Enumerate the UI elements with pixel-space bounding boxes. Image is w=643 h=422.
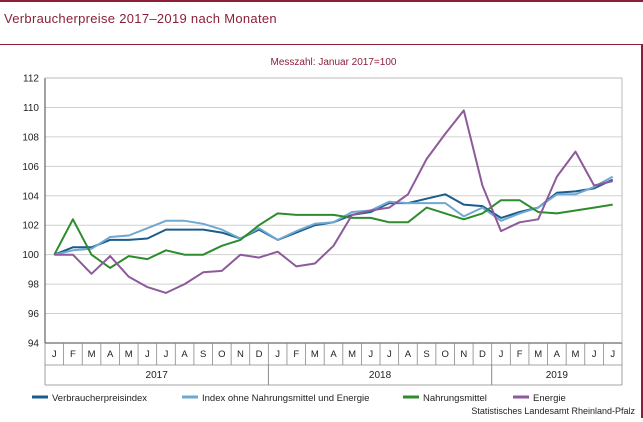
y-tick-label: 94 [28,339,40,350]
x-tick-label: O [441,349,448,360]
series-line-4 [54,109,613,294]
x-tick-label: M [311,349,319,360]
top-border [0,0,643,2]
x-tick-label: A [330,349,337,360]
x-tick-label: J [592,349,597,360]
y-tick-label: 100 [22,250,39,261]
x-tick-label: A [181,349,188,360]
x-tick-label: J [368,349,373,360]
x-tick-label: M [534,349,542,360]
year-label: 2018 [369,370,392,381]
x-tick-label: D [479,349,486,360]
y-tick-label: 104 [22,191,39,202]
x-tick-label: A [107,349,114,360]
source-note: Statistisches Landesamt Rheinland-Pfalz [471,406,635,416]
y-tick-label: 110 [23,103,39,114]
y-tick-label: 108 [22,132,39,143]
x-tick-label: A [405,349,412,360]
series-line-3 [53,199,613,269]
x-tick-label: S [200,349,206,360]
x-tick-label: S [423,349,429,360]
x-tick-label: J [145,349,150,360]
series-line-2 [54,175,614,256]
x-tick-label: M [348,349,356,360]
x-tick-label: M [88,349,96,360]
legend-label: Index ohne Nahrungsmittel und Energie [202,393,369,404]
legend-label: Energie [533,393,566,404]
x-tick-label: F [70,349,76,360]
x-tick-label: J [610,349,615,360]
x-tick-label: A [554,349,561,360]
year-label: 2019 [546,370,569,381]
y-tick-label: 106 [22,162,39,173]
y-tick-label: 112 [23,74,39,85]
chart-subtitle: Messzahl: Januar 2017=100 [271,57,397,68]
x-tick-label: O [218,349,225,360]
chart-title: Verbraucherpreise 2017–2019 nach Monaten [4,11,277,26]
line-chart: Messzahl: Januar 2017=100 94 96 98 100 102 104… [22,57,623,404]
legend-label: Verbraucherpreisindex [52,393,147,404]
x-tick-label: F [293,349,299,360]
y-tick-label: 96 [28,309,40,320]
year-label: 2017 [146,370,169,381]
series-line-1 [53,178,614,256]
x-tick-label: J [164,349,169,360]
y-tick-label: 98 [28,280,40,291]
legend-label: Nahrungsmittel [423,393,487,404]
x-tick-label: J [499,349,504,360]
x-tick-label: D [256,349,263,360]
x-tick-label: M [125,349,133,360]
y-tick-label: 102 [22,221,39,232]
x-tick-label: J [387,349,392,360]
x-tick-label: F [517,349,523,360]
x-tick-label: M [572,349,580,360]
x-tick-label: N [237,349,244,360]
x-tick-label: J [52,349,57,360]
right-border [641,44,643,418]
x-tick-label: N [460,349,467,360]
title-divider [0,44,643,45]
x-tick-label: J [275,349,280,360]
